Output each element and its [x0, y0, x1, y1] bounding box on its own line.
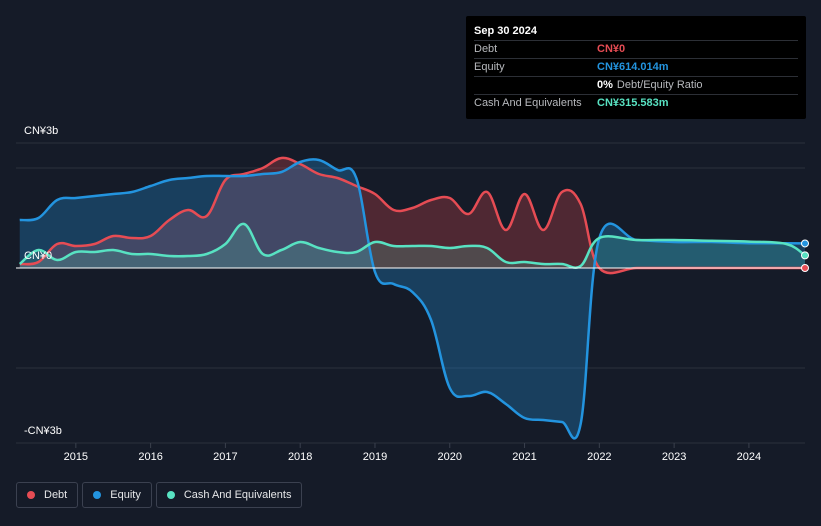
- end-marker-debt: [801, 264, 809, 272]
- chart-areas: [19, 157, 806, 439]
- chart-gridlines: [16, 142, 805, 448]
- tooltip-row-equity: Equity CN¥614.014m: [474, 58, 798, 76]
- line-equity: [19, 158, 806, 440]
- tooltip-label: [474, 77, 597, 94]
- x-tick-label: 2024: [736, 451, 762, 463]
- area-debt: [19, 157, 806, 274]
- tooltip-date: Sep 30 2024: [474, 25, 537, 37]
- x-tick-label: 2020: [437, 451, 462, 463]
- x-tick-label: 2023: [661, 451, 687, 463]
- x-tick-label: 2019: [362, 451, 388, 463]
- area-equity: [19, 159, 806, 439]
- tooltip-row-cash: Cash And Equivalents CN¥315.583m: [474, 94, 798, 112]
- chart-legend: Debt Equity Cash And Equivalents: [16, 482, 303, 508]
- legend-item-equity[interactable]: Equity: [82, 482, 152, 508]
- area-cash-and-equivalents: [19, 223, 806, 268]
- legend-dot-icon: [166, 491, 175, 499]
- x-tick-label: 2016: [138, 451, 163, 463]
- tooltip-label: Cash And Equivalents: [474, 97, 582, 109]
- tooltip-value: 0%: [597, 79, 613, 91]
- data-tooltip: Sep 30 2024 Debt CN¥0 Equity CN¥614.014m…: [466, 16, 806, 119]
- line-cash-and-equivalents: [18, 222, 806, 269]
- line-debt: [19, 156, 805, 275]
- plot-background: [16, 143, 805, 443]
- x-tick-label: 2017: [213, 451, 238, 463]
- legend-item-cash[interactable]: Cash And Equivalents: [155, 482, 303, 508]
- tooltip-label: Debt: [474, 43, 498, 55]
- legend-dot-icon: [93, 491, 102, 499]
- chart-end-markers: [801, 239, 809, 272]
- chart-lines: [16, 156, 806, 440]
- tooltip-value: CN¥0: [597, 43, 626, 55]
- legend-item-debt[interactable]: Debt: [16, 482, 79, 508]
- tooltip-row-ratio: 0% Debt/Equity Ratio: [474, 76, 798, 94]
- legend-dot-icon: [27, 491, 35, 499]
- x-tick-label: 2022: [587, 451, 612, 463]
- legend-label: Cash And Equivalents: [183, 489, 292, 501]
- y-tick-label-bottom: -CN¥3b: [24, 425, 62, 437]
- end-marker-cash-and-equivalents: [801, 251, 809, 260]
- end-marker-equity: [801, 239, 809, 248]
- legend-label: Debt: [44, 489, 68, 501]
- x-tick-label: 2021: [512, 451, 537, 463]
- tooltip-value: CN¥614.014m: [597, 61, 669, 73]
- legend-label: Equity: [110, 489, 141, 501]
- y-tick-label-top: CN¥3b: [24, 125, 59, 137]
- tooltip-row-debt: Debt CN¥0: [474, 40, 798, 58]
- x-tick-label: 2015: [63, 451, 89, 463]
- tooltip-value: CN¥315.583m: [597, 97, 669, 109]
- tooltip-subtext: Debt/Equity Ratio: [616, 79, 703, 91]
- y-tick-label-zero: CN¥0: [24, 250, 53, 262]
- tooltip-label: Equity: [474, 61, 505, 73]
- x-tick-label: 2018: [287, 451, 313, 463]
